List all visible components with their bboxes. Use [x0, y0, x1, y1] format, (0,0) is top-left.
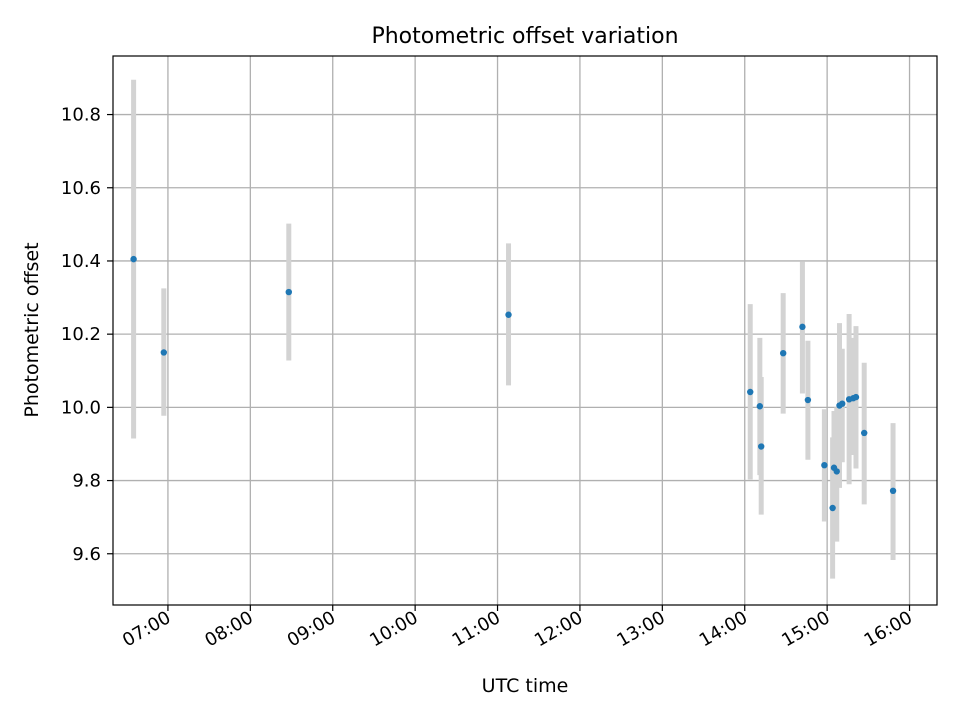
grid-layer [113, 56, 937, 605]
y-tick-label: 10.8 [61, 105, 101, 126]
plot-frame [112, 55, 938, 606]
data-point [756, 403, 764, 410]
data-point [852, 393, 860, 401]
y-axis-ticks: 9.6 9.8 10.0 10.2 10.4 10.6 10.8 [61, 105, 113, 565]
data-point [747, 388, 754, 396]
data-point [799, 323, 806, 331]
chart-title: Photometric offset variation [371, 24, 678, 49]
data-point [889, 487, 897, 495]
y-tick-label: 10.0 [61, 397, 101, 418]
point-layer [130, 255, 897, 512]
plot-area [113, 56, 937, 605]
y-axis-label: Photometric offset [21, 242, 43, 417]
y-tick-label: 10.6 [61, 178, 101, 199]
data-point [861, 429, 868, 437]
data-point [821, 461, 828, 469]
y-tick-label: 9.8 [72, 471, 101, 492]
data-point [505, 311, 512, 318]
data-point [779, 349, 787, 357]
y-tick-label: 9.6 [72, 544, 101, 565]
data-point [758, 443, 765, 450]
data-point [130, 255, 137, 263]
data-point [804, 396, 812, 404]
data-point [839, 400, 846, 407]
data-point [160, 349, 168, 356]
y-tick-label: 10.4 [61, 251, 101, 272]
y-tick-label: 10.2 [61, 324, 101, 345]
data-point [833, 468, 840, 475]
x-axis-label: UTC time [482, 675, 569, 697]
data-point [829, 504, 836, 512]
data-point [285, 288, 292, 296]
